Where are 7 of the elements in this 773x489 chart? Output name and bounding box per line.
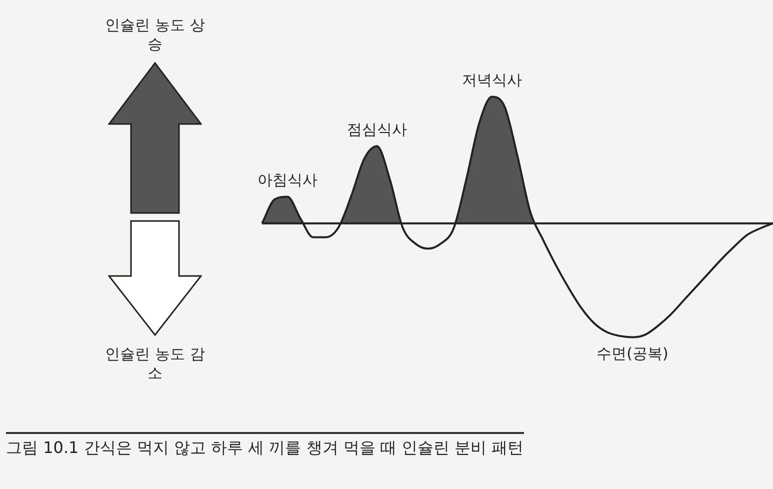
annotation: 아침식사 bbox=[258, 171, 318, 190]
annotation: 점심식사 bbox=[346, 120, 407, 139]
text: 그림 10.1 간식은 먹지 않고 하루 세 끼를 챙겨 먹을 때 인슐린 분비 패턴 bbox=[6, 432, 524, 459]
annotation: 수면(공복) bbox=[596, 344, 668, 363]
annotation: 저녁식사 bbox=[462, 71, 522, 90]
text: 인슐린 농도 감소 bbox=[105, 345, 205, 383]
text: 인슐린 농도 상승 bbox=[105, 16, 205, 54]
